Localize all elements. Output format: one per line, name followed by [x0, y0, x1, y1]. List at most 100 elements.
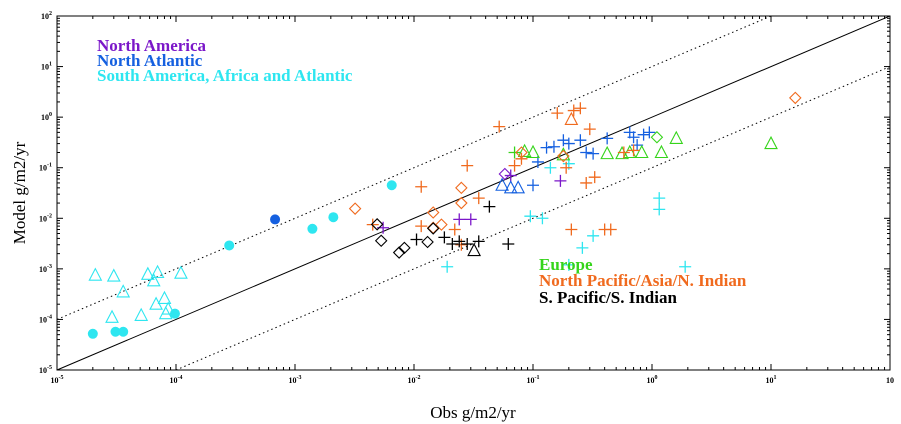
- tick-label: 102: [41, 11, 52, 21]
- y-axis-title: Model g/m2/yr: [10, 141, 29, 244]
- tick-labels: 10-5 10-4 10-3 10-2 10-1 100 101 10 10-5 10-4 10-3…: [39, 11, 894, 385]
- triangle-marker: [503, 180, 518, 194]
- dot-marker: [110, 326, 121, 337]
- legend-lower: Europe North Pacific/Asia/N. Indian S. P…: [539, 255, 747, 307]
- tick-label: 10-4: [170, 375, 183, 385]
- triangle-marker: [140, 266, 155, 280]
- plus-marker: [554, 174, 567, 187]
- tick-label: 10-2: [39, 213, 52, 223]
- plus-marker: [415, 220, 428, 233]
- plot-frame: [56, 15, 891, 371]
- plus-marker: [580, 176, 593, 189]
- plus-marker: [540, 141, 553, 154]
- dotted-reference-line: [175, 66, 891, 371]
- dot-marker: [169, 308, 180, 319]
- plus-marker: [438, 231, 451, 244]
- tick-label: 101: [766, 375, 777, 385]
- triangle-marker: [158, 305, 173, 320]
- diamond-marker: [426, 222, 440, 235]
- plus-marker: [502, 238, 515, 251]
- plus-marker: [637, 128, 650, 141]
- plus-marker: [544, 161, 557, 174]
- plus-marker: [472, 192, 485, 205]
- plus-marker: [483, 200, 496, 213]
- plus-marker: [527, 179, 539, 192]
- plus-marker: [464, 213, 477, 226]
- tick-label: 10-4: [39, 314, 52, 324]
- dot-marker: [118, 326, 129, 337]
- plus-marker: [562, 137, 575, 150]
- x-axis-title: Obs g/m2/yr: [430, 403, 516, 422]
- triangle-marker: [174, 265, 188, 279]
- tick-label: 100: [647, 375, 658, 385]
- tick-label: 10-3: [39, 264, 52, 274]
- diamond-marker: [455, 196, 468, 210]
- plus-marker: [547, 140, 560, 153]
- tick-label: 10-2: [408, 375, 421, 385]
- plus-marker: [617, 146, 630, 159]
- triangle-marker: [517, 143, 532, 157]
- triangle-marker: [622, 144, 637, 159]
- triangle-marker: [669, 130, 684, 144]
- plus-marker: [515, 152, 528, 165]
- dot-marker: [270, 214, 281, 225]
- plus-marker: [574, 134, 587, 147]
- dotted-reference-line: [56, 15, 772, 320]
- triangle-marker: [105, 309, 119, 323]
- plus-marker: [574, 102, 587, 115]
- plus-marker: [567, 104, 580, 117]
- tick-label: 10-5: [51, 375, 64, 385]
- plus-marker: [410, 233, 423, 246]
- plus-marker: [576, 241, 589, 254]
- triangle-marker: [764, 135, 778, 150]
- plus-marker: [643, 126, 656, 139]
- dot-marker: [87, 328, 98, 339]
- tick-label: 10-5: [39, 365, 52, 375]
- tick-label: 10-1: [39, 163, 52, 173]
- tick-label: 10-1: [527, 375, 540, 385]
- dot-marker: [224, 240, 235, 251]
- diamond-marker: [789, 91, 802, 105]
- triangle-marker: [526, 144, 540, 159]
- plus-marker: [453, 235, 466, 248]
- legend-label: North Pacific/Asia/N. Indian: [539, 271, 747, 290]
- triangle-marker: [511, 180, 526, 194]
- triangle-marker: [106, 268, 121, 282]
- diamond-marker: [435, 218, 448, 231]
- tick-label: 10-3: [289, 375, 302, 385]
- triangle-marker: [495, 177, 510, 191]
- plus-marker: [504, 169, 517, 182]
- triangle-marker: [600, 145, 615, 160]
- triangle-marker: [654, 144, 669, 159]
- plus-marker: [588, 171, 601, 184]
- diamond-marker: [374, 234, 388, 248]
- plus-marker: [446, 238, 459, 251]
- triangle-marker: [134, 307, 149, 321]
- plus-marker: [653, 203, 666, 216]
- data-markers: [87, 91, 802, 339]
- plus-marker: [627, 144, 640, 157]
- diamond-marker: [370, 218, 384, 231]
- diamond-marker: [455, 181, 468, 195]
- plus-marker: [587, 147, 600, 160]
- plus-marker: [472, 235, 485, 248]
- plus-marker: [601, 132, 614, 145]
- plus-marker: [551, 107, 564, 120]
- dot-marker: [307, 223, 318, 234]
- dot-marker: [386, 180, 397, 191]
- reference-lines: [56, 15, 891, 371]
- plus-marker: [461, 238, 474, 251]
- triangle-marker: [467, 242, 482, 257]
- plus-marker: [560, 161, 573, 174]
- triangle-marker: [634, 144, 649, 159]
- plus-marker: [604, 223, 617, 236]
- legend-label: Europe: [539, 255, 593, 274]
- plus-marker: [453, 213, 466, 226]
- diamond-marker: [392, 246, 406, 259]
- one-to-one-line: [56, 15, 891, 371]
- tick-label: 10: [886, 376, 894, 385]
- legend-label: North America: [97, 36, 207, 55]
- diamond-marker: [498, 167, 512, 181]
